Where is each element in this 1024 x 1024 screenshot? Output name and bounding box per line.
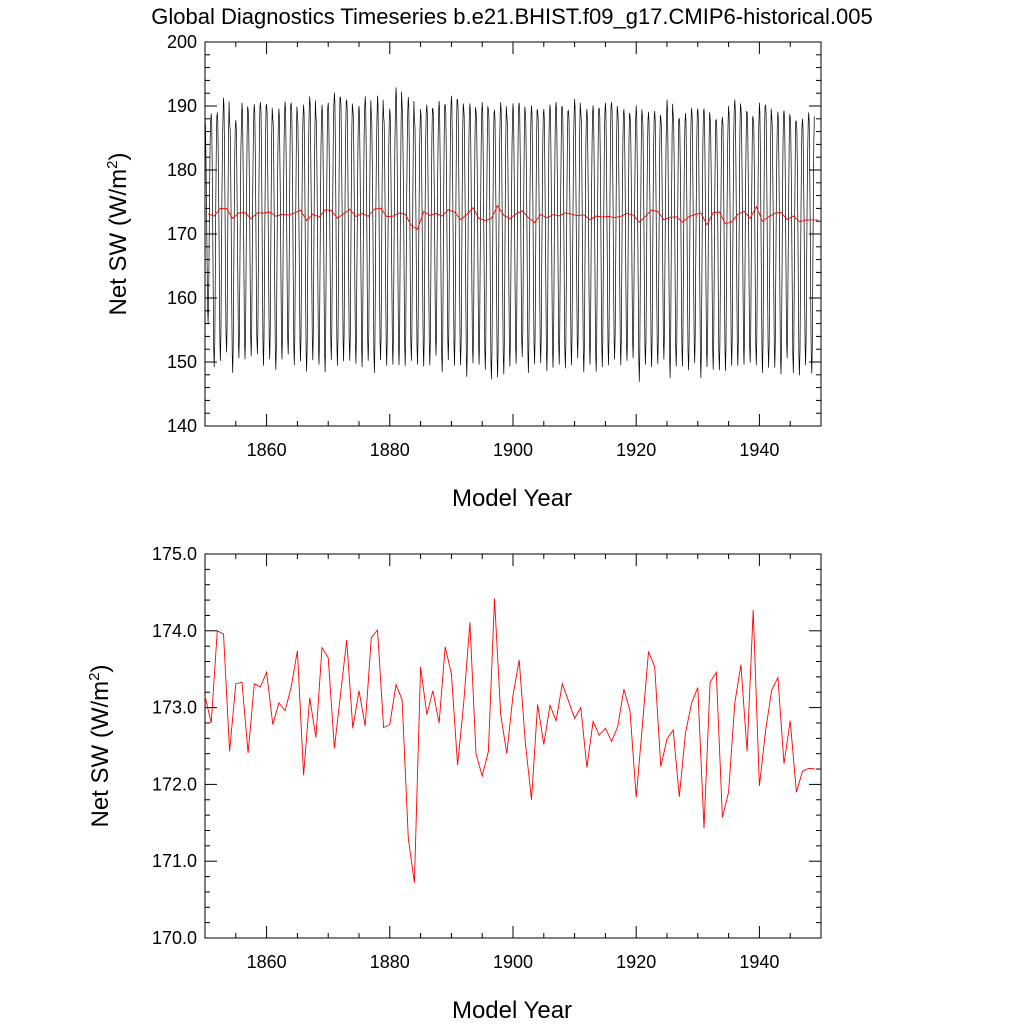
y-tick-label: 150: [167, 352, 197, 372]
y-tick-label: 172.0: [152, 774, 197, 794]
top-panel-chart: 1860 1880 1900 1920 1940 140 150 160 170 180 190 20…: [104, 32, 822, 512]
y-tick-label: 160: [167, 288, 197, 308]
x-tick-label: 1880: [370, 952, 410, 972]
top-y-axis-label: Net SW (W/m2): [104, 153, 132, 316]
bottom-panel-chart: 1860 1880 1900 1920 1940 170.0 171.0 172.0 173.0…: [86, 544, 822, 1024]
x-tick-label: 1920: [616, 440, 656, 460]
figure-title: Global Diagnostics Timeseries b.e21.BHIS…: [151, 4, 872, 29]
series-annual-mean-line: [204, 598, 815, 883]
top-y-axis-label-sup: 2: [104, 161, 121, 169]
top-axis-ticks: 1860 1880 1900 1920 1940 140 150 160 170 180 190 20…: [167, 32, 822, 460]
y-tick-label: 140: [167, 416, 197, 436]
top-series-group: [204, 87, 818, 382]
series-annual-mean-line: [207, 204, 818, 231]
bottom-y-axis-label-sup: 2: [86, 673, 103, 681]
x-tick-label: 1860: [247, 952, 287, 972]
y-tick-label: 180: [167, 160, 197, 180]
bottom-plot-frame: [204, 553, 822, 939]
bottom-axis-ticks: 1860 1880 1900 1920 1940 170.0 171.0 172.0 173.0…: [152, 544, 822, 972]
bottom-series-group: [204, 598, 815, 883]
x-tick-label: 1880: [370, 440, 410, 460]
x-tick-label: 1920: [616, 952, 656, 972]
x-tick-label: 1900: [493, 952, 533, 972]
top-plot-frame: [204, 41, 822, 427]
bottom-y-axis-label-close: ): [87, 665, 114, 673]
bottom-y-axis-label: Net SW (W/m2): [86, 665, 114, 828]
series-monthly-line: [204, 87, 815, 382]
bottom-x-axis-label: Model Year: [452, 997, 572, 1024]
top-y-axis-label-main: Net SW (W/m: [105, 169, 132, 316]
y-tick-label: 170.0: [152, 928, 197, 948]
y-tick-label: 175.0: [152, 544, 197, 564]
y-tick-label: 200: [167, 32, 197, 52]
x-tick-label: 1900: [493, 440, 533, 460]
y-tick-label: 173.0: [152, 698, 197, 718]
top-x-axis-label: Model Year: [452, 485, 572, 512]
y-tick-label: 171.0: [152, 851, 197, 871]
bottom-y-axis-label-main: Net SW (W/m: [87, 681, 114, 828]
x-tick-label: 1860: [247, 440, 287, 460]
y-tick-label: 174.0: [152, 621, 197, 641]
top-y-axis-label-close: ): [105, 153, 132, 161]
x-tick-label: 1940: [739, 440, 779, 460]
y-tick-label: 190: [167, 96, 197, 116]
x-tick-label: 1940: [739, 952, 779, 972]
y-tick-label: 170: [167, 224, 197, 244]
